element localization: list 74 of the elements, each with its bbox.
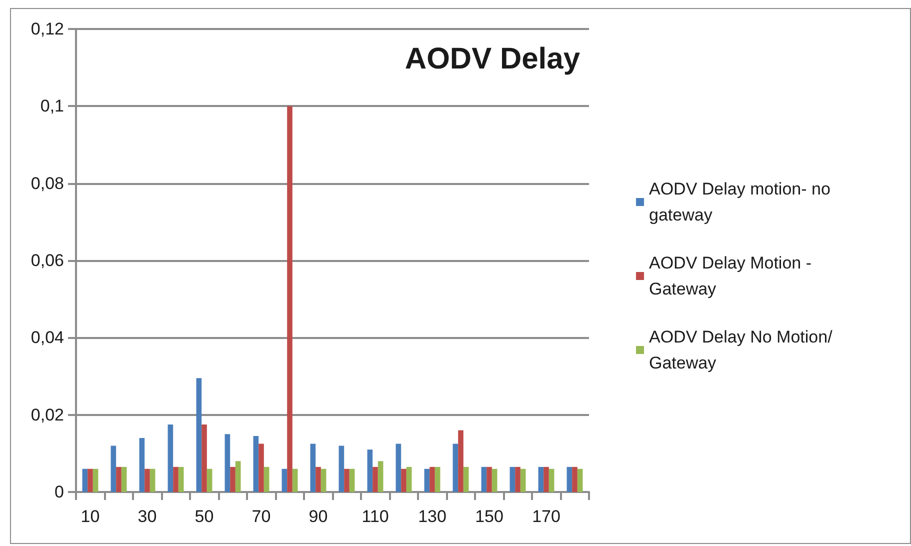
bar [566, 466, 572, 492]
y-tick-label: 0,12 [30, 20, 64, 38]
bar [168, 424, 174, 492]
bar [406, 466, 412, 492]
bar [82, 468, 88, 492]
x-tick-label: 170 [532, 507, 560, 526]
bar [110, 446, 116, 492]
bar [572, 466, 578, 492]
bar [178, 466, 184, 492]
bar [458, 430, 464, 492]
bar [258, 444, 264, 492]
bar [320, 468, 326, 492]
bar [292, 468, 298, 492]
bar [316, 466, 321, 492]
bar [463, 466, 469, 492]
bar [206, 468, 212, 492]
y-tick-label: 0,06 [30, 251, 64, 270]
bar [486, 466, 492, 492]
y-tick-label: 0,04 [30, 328, 64, 348]
bar [367, 450, 373, 492]
x-tick-label: 110 [362, 507, 389, 526]
bar [544, 466, 549, 492]
bar [430, 466, 435, 492]
bar [577, 468, 583, 492]
bar [538, 466, 544, 492]
bar [452, 444, 458, 492]
bar [481, 466, 487, 492]
bar [253, 436, 259, 492]
bar [520, 468, 526, 492]
x-tick-label: 90 [308, 507, 328, 526]
bar [235, 461, 241, 492]
bar [224, 434, 230, 492]
bar [196, 378, 202, 492]
x-tick-label: 150 [475, 507, 504, 526]
bar [515, 466, 520, 492]
bar [121, 466, 127, 492]
bar [264, 466, 270, 492]
bar [282, 468, 288, 492]
bar [310, 444, 316, 492]
y-tick-label: 0,08 [30, 174, 64, 193]
bar [434, 466, 440, 492]
bar [378, 461, 384, 492]
bar [548, 468, 554, 492]
bar [349, 468, 355, 492]
y-tick-label: 0 [54, 482, 64, 502]
bar [150, 468, 156, 492]
bar [372, 466, 378, 492]
x-tick-label: 50 [194, 507, 214, 526]
bar [230, 466, 236, 492]
legend-label: AODV Delay No Motion/Gateway [649, 328, 833, 372]
x-tick-label: 130 [418, 507, 446, 526]
y-tick-label: 0,1 [40, 96, 64, 116]
bar [144, 468, 150, 492]
bar [287, 106, 292, 492]
y-tick-label: 0,02 [30, 405, 64, 424]
bar [173, 466, 178, 492]
bar [139, 438, 145, 492]
x-tick-label: 10 [80, 507, 100, 526]
legend-label: AODV Delay Motion - Gateway [649, 254, 816, 298]
legend-label: AODV Delay motion- no gateway [649, 180, 836, 224]
bar [396, 444, 402, 492]
bar [401, 468, 406, 492]
bar [202, 424, 207, 492]
bar [510, 466, 516, 492]
x-tick-label: 70 [252, 507, 271, 526]
bar [344, 468, 350, 492]
x-tick-label: 30 [138, 507, 157, 526]
bar [492, 468, 498, 492]
chart-title: AODV Delay [404, 42, 580, 76]
bar [338, 446, 344, 492]
bar [88, 468, 93, 492]
bar [92, 468, 98, 492]
bar [116, 466, 122, 492]
bar [424, 468, 430, 492]
